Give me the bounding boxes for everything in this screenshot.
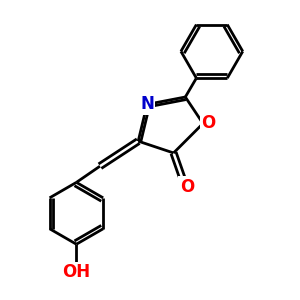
Text: OH: OH: [62, 263, 91, 281]
Text: O: O: [201, 115, 215, 133]
Text: O: O: [180, 178, 194, 196]
Text: N: N: [140, 95, 154, 113]
